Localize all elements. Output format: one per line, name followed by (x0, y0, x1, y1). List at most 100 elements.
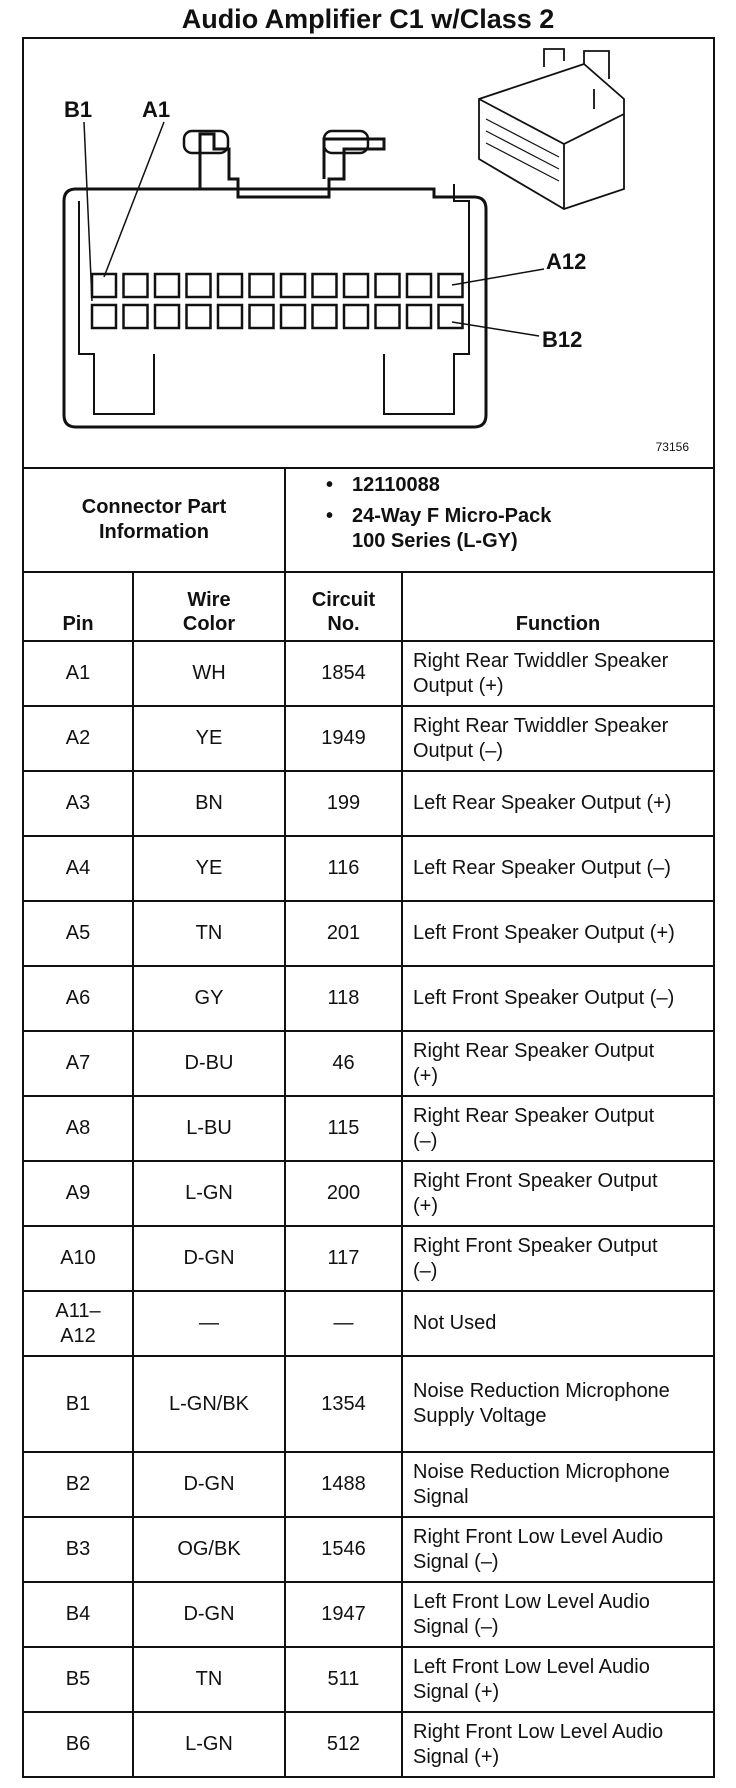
b12-leader-line (451, 321, 540, 337)
table-row: A5 TN 201 Left Front Speaker Output (+) (22, 900, 715, 967)
function-cell: Right Rear Speaker Output (–) (401, 1095, 715, 1162)
function-cell: Left Rear Speaker Output (+) (401, 770, 715, 837)
function-cell: Noise Reduction Microphone Signal (401, 1451, 715, 1518)
circuit-cell: 1546 (284, 1516, 403, 1583)
circuit-cell: 116 (284, 835, 403, 902)
table-header-row: Pin Wire Color Circuit No. Function (22, 571, 715, 642)
pin-cell: B4 (22, 1581, 134, 1648)
function-cell: Right Front Speaker Output (+) (401, 1160, 715, 1227)
pin-cavity-b11 (405, 303, 433, 330)
function-cell: Right Front Speaker Output (–) (401, 1225, 715, 1292)
pin-cavity-a4 (185, 272, 212, 299)
header-wire-color: Wire Color (132, 571, 286, 642)
pin-cell: B1 (22, 1355, 134, 1453)
wire-color-cell: D-GN (132, 1581, 286, 1648)
wire-color-cell: TN (132, 900, 286, 967)
table-row: A9 L-GN 200 Right Front Speaker Output (+) (22, 1160, 715, 1227)
wire-color-cell: D-GN (132, 1451, 286, 1518)
connector-face-drawing: B1 A1 A12 B12 73156 (62, 48, 690, 454)
pin-cavity-a5 (216, 272, 244, 299)
table-row: B5 TN 511 Left Front Low Level Audio Signal… (22, 1646, 715, 1713)
pin-cell: A7 (22, 1030, 134, 1097)
wire-color-cell: D-GN (132, 1225, 286, 1292)
pin-cavities (90, 272, 464, 330)
pin-cavity-b6 (248, 303, 275, 330)
wire-color-cell: YE (132, 705, 286, 772)
pin-cavity-b4 (185, 303, 212, 330)
pin-cavity-b7 (279, 303, 307, 330)
pin-cavity-a12 (437, 272, 464, 299)
label-a12: A12 (546, 249, 586, 274)
part-number: 12110088 (326, 473, 713, 498)
wire-color-cell: YE (132, 835, 286, 902)
pin-cell: B5 (22, 1646, 134, 1713)
pin-cavity-a10 (374, 272, 401, 299)
function-cell: Not Used (401, 1290, 715, 1357)
label-b1: B1 (64, 97, 92, 122)
wire-color-cell: BN (132, 770, 286, 837)
pin-cavity-b2 (122, 303, 149, 330)
pin-cavity-a1 (90, 272, 118, 299)
table-row: A3 BN 199 Left Rear Speaker Output (+) (22, 770, 715, 837)
pin-cell: A2 (22, 705, 134, 772)
function-cell: Right Front Low Level Audio Signal (–) (401, 1516, 715, 1583)
table-row: B2 D-GN 1488 Noise Reduction Microphone Sig… (22, 1451, 715, 1518)
pin-cell: A3 (22, 770, 134, 837)
figure-number: 73156 (656, 440, 690, 454)
header-circuit-no: Circuit No. (284, 571, 403, 642)
function-cell: Right Rear Twiddler Speaker Output (+) (401, 640, 715, 707)
circuit-cell: 200 (284, 1160, 403, 1227)
table-row: B6 L-GN 512 Right Front Low Level Audio Sig… (22, 1711, 715, 1778)
wire-color-cell: L-GN (132, 1160, 286, 1227)
pin-cavity-a8 (311, 272, 338, 299)
pin-cell: A4 (22, 835, 134, 902)
pin-cell: B6 (22, 1711, 134, 1778)
function-cell: Left Rear Speaker Output (–) (401, 835, 715, 902)
wire-color-cell: L-GN/BK (132, 1355, 286, 1453)
header-pin: Pin (22, 571, 134, 642)
wire-color-cell: WH (132, 640, 286, 707)
pin-cavity-b1 (90, 303, 118, 330)
pin-cavity-b9 (342, 303, 370, 330)
pin-cavity-a9 (342, 272, 370, 299)
circuit-cell: — (284, 1290, 403, 1357)
connector-part-information: Connector Part Information 12110088 24-Wa… (22, 467, 715, 573)
pin-cell: B3 (22, 1516, 134, 1583)
function-cell: Left Front Low Level Audio Signal (–) (401, 1581, 715, 1648)
circuit-cell: 1854 (284, 640, 403, 707)
circuit-cell: 1488 (284, 1451, 403, 1518)
connector-body-outline (62, 132, 488, 429)
table-row: A4 YE 116 Left Rear Speaker Output (–) (22, 835, 715, 902)
wire-color-cell: OG/BK (132, 1516, 286, 1583)
circuit-cell: 201 (284, 900, 403, 967)
pin-cavity-b12 (437, 303, 464, 330)
circuit-cell: 115 (284, 1095, 403, 1162)
header-function: Function (401, 571, 715, 642)
a1-leader-line (103, 121, 165, 278)
connector-info-label-line1: Connector Part (81, 496, 227, 518)
wire-color-cell: — (132, 1290, 286, 1357)
pin-cell: A10 (22, 1225, 134, 1292)
pin-cell: A5 (22, 900, 134, 967)
pin-cavity-a11 (405, 272, 433, 299)
function-cell: Right Rear Twiddler Speaker Output (–) (401, 705, 715, 772)
wire-color-cell: L-GN (132, 1711, 286, 1778)
page-title: Audio Amplifier C1 w/Class 2 (181, 4, 555, 34)
pin-cell: B2 (22, 1451, 134, 1518)
function-cell: Noise Reduction Microphone Supply Voltag… (401, 1355, 715, 1453)
pin-cavity-a2 (122, 272, 149, 299)
circuit-cell: 1949 (284, 705, 403, 772)
pin-cavity-a6 (248, 272, 275, 299)
table-row: A11– A12— — Not Used (22, 1290, 715, 1357)
function-cell: Left Front Speaker Output (+) (401, 900, 715, 967)
circuit-cell: 512 (284, 1711, 403, 1778)
connector-diagram: B1 A1 A12 B12 73156 (22, 37, 715, 467)
table-row: B3 OG/BK 1546 Right Front Low Level Audio S… (22, 1516, 715, 1583)
circuit-cell: 117 (284, 1225, 403, 1292)
label-b12: B12 (542, 327, 582, 352)
table-row: A2 YE 1949 Right Rear Twiddler Speaker Outp… (22, 705, 715, 772)
pin-cavity-b5 (216, 303, 244, 330)
function-cell: Right Rear Speaker Output (+) (401, 1030, 715, 1097)
